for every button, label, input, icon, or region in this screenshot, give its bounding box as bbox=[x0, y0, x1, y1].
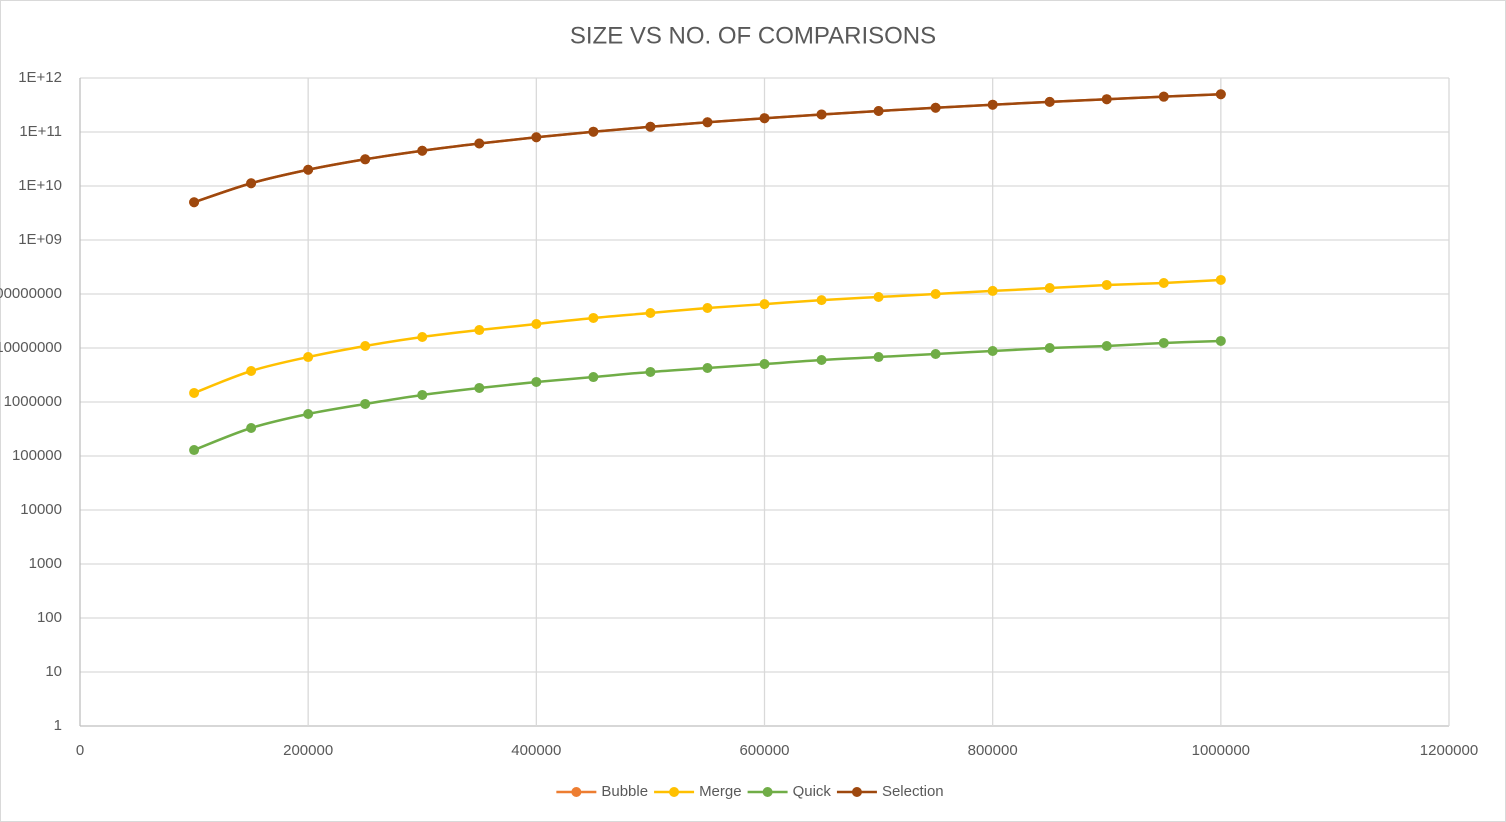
point bbox=[1158, 91, 1169, 102]
point bbox=[474, 138, 485, 149]
point bbox=[303, 408, 314, 419]
point bbox=[702, 303, 713, 314]
point bbox=[303, 164, 314, 175]
point bbox=[588, 372, 599, 383]
point bbox=[360, 154, 371, 165]
point bbox=[189, 445, 200, 456]
point bbox=[1215, 89, 1226, 100]
point bbox=[1215, 274, 1226, 285]
point bbox=[531, 376, 542, 387]
point bbox=[1044, 343, 1055, 353]
point bbox=[474, 382, 485, 393]
point bbox=[873, 105, 884, 116]
point bbox=[816, 109, 827, 120]
legend-label: Selection bbox=[882, 783, 944, 800]
point bbox=[360, 398, 371, 409]
point bbox=[1101, 94, 1112, 105]
legend-item: Quick bbox=[747, 783, 832, 800]
point bbox=[1101, 340, 1112, 351]
y-tick-label: 10000000 bbox=[0, 339, 62, 356]
chart-title: SIZE VS NO. OF COMPARISONS bbox=[570, 22, 936, 49]
point bbox=[588, 312, 599, 323]
y-tick-label: 100000 bbox=[12, 447, 62, 464]
y-tick-label: 100 bbox=[37, 609, 62, 626]
x-tick-label: 200000 bbox=[283, 742, 333, 759]
point bbox=[873, 352, 884, 363]
point bbox=[1158, 277, 1169, 288]
point bbox=[189, 387, 200, 398]
point bbox=[645, 121, 656, 132]
y-tick-label: 1000 bbox=[29, 555, 62, 572]
x-tick-label: 600000 bbox=[739, 742, 789, 759]
y-tick-label: 1E+11 bbox=[19, 123, 62, 140]
point bbox=[588, 126, 599, 137]
point bbox=[360, 340, 371, 351]
legend-item: Bubble bbox=[556, 783, 648, 800]
point bbox=[702, 117, 713, 128]
point bbox=[816, 295, 827, 306]
point bbox=[531, 319, 542, 330]
point bbox=[645, 307, 656, 318]
point bbox=[645, 366, 656, 377]
x-tick-label: 1200000 bbox=[1420, 742, 1478, 759]
point bbox=[1044, 96, 1055, 107]
y-tick-label: 10 bbox=[45, 663, 62, 680]
point bbox=[987, 345, 998, 356]
point bbox=[1044, 283, 1055, 294]
point bbox=[930, 102, 941, 113]
legend-marker bbox=[669, 787, 680, 797]
point bbox=[987, 285, 998, 296]
point bbox=[873, 291, 884, 302]
x-tick-label: 800000 bbox=[968, 742, 1018, 759]
point bbox=[816, 354, 827, 365]
point bbox=[1158, 337, 1169, 348]
point bbox=[702, 363, 713, 374]
x-tick-label: 1000000 bbox=[1192, 742, 1250, 759]
y-tick-label: 1 bbox=[54, 717, 62, 734]
point bbox=[759, 113, 770, 124]
y-tick-label: 1E+09 bbox=[18, 231, 62, 248]
point bbox=[930, 289, 941, 299]
y-tick-label: 10000 bbox=[20, 501, 62, 518]
legend-marker bbox=[571, 787, 582, 797]
x-tick-label: 0 bbox=[76, 742, 84, 759]
legend-item: Merge bbox=[654, 783, 742, 800]
point bbox=[246, 178, 257, 189]
point bbox=[246, 423, 257, 434]
point bbox=[930, 348, 941, 359]
point bbox=[987, 99, 998, 110]
y-tick-label: 1E+10 bbox=[18, 177, 62, 194]
point bbox=[189, 197, 200, 208]
point bbox=[417, 331, 428, 342]
legend-item: Selection bbox=[836, 783, 944, 800]
y-tick-label: 1E+12 bbox=[18, 69, 62, 86]
point bbox=[246, 366, 257, 377]
point bbox=[474, 325, 485, 336]
point bbox=[1101, 279, 1112, 290]
legend-marker bbox=[762, 787, 773, 797]
y-tick-label: 1000000 bbox=[4, 393, 62, 410]
point bbox=[759, 299, 770, 310]
point bbox=[1215, 335, 1226, 346]
legend-marker bbox=[851, 787, 862, 797]
point bbox=[759, 359, 770, 370]
x-tick-label: 400000 bbox=[511, 742, 561, 759]
point bbox=[417, 389, 428, 400]
legend-label: Bubble bbox=[601, 783, 648, 800]
point bbox=[303, 352, 314, 363]
legend-label: Quick bbox=[793, 783, 832, 800]
legend-label: Merge bbox=[699, 783, 742, 800]
point bbox=[531, 132, 542, 143]
point bbox=[417, 145, 428, 156]
